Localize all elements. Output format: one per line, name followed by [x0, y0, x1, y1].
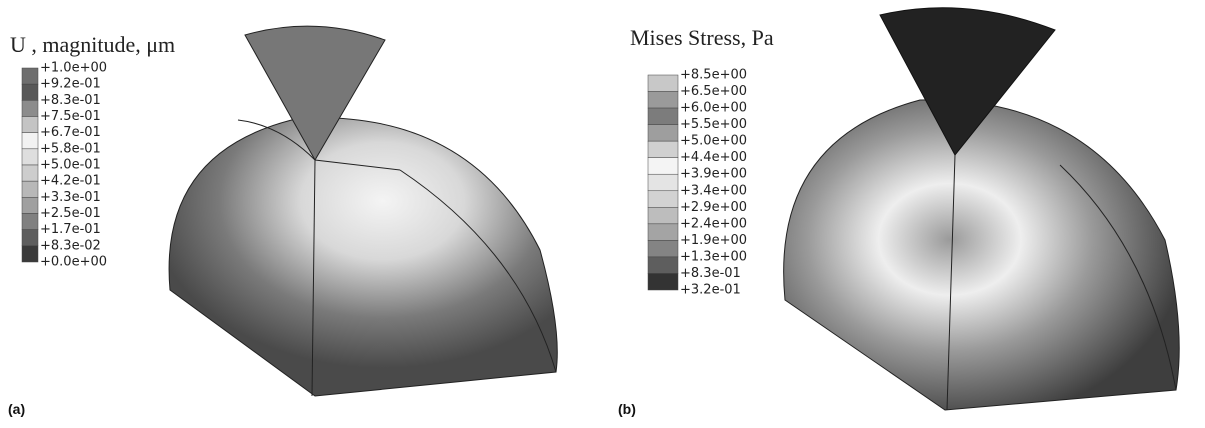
legend-label: +9.2e-01 [40, 77, 101, 92]
legend-swatch [22, 68, 38, 84]
legend-label: +2.5e-01 [40, 206, 101, 221]
model-b [784, 8, 1180, 410]
legend-swatch [648, 108, 678, 125]
figure: U , magnitude, μm(a)+1.0e+00+9.2e-01+8.3… [0, 0, 1205, 428]
legend-swatch [648, 273, 678, 290]
legend-label: +5.0e+00 [680, 134, 747, 149]
model-a [169, 26, 557, 396]
legend-swatch [648, 75, 678, 92]
legend-swatch [648, 125, 678, 142]
legend-label: +2.9e+00 [680, 200, 747, 215]
legend-title: Mises Stress, Pa [630, 25, 774, 50]
legend-swatch [22, 197, 38, 213]
legend-label: +6.0e+00 [680, 101, 747, 116]
legend-label: +7.5e-01 [40, 109, 101, 124]
legend-label: +5.5e+00 [680, 117, 747, 132]
legend-swatch [648, 92, 678, 109]
legend-swatch [648, 257, 678, 274]
legend-label: +5.8e-01 [40, 141, 101, 156]
legend-swatch [22, 214, 38, 230]
legend-swatch [22, 117, 38, 133]
legend-label: +1.7e-01 [40, 222, 101, 237]
legend-label: +1.3e+00 [680, 249, 747, 264]
legend-label: +3.4e+00 [680, 183, 747, 198]
legend-label: +4.2e-01 [40, 174, 101, 189]
panel-label: (b) [618, 401, 636, 417]
legend-label: +4.4e+00 [680, 150, 747, 165]
legend-swatch [648, 224, 678, 241]
legend-label: +8.3e-02 [40, 238, 101, 253]
legend-swatch [648, 141, 678, 158]
legend-swatch [22, 100, 38, 116]
legend-label: +0.0e+00 [40, 255, 107, 270]
legend-swatch [648, 158, 678, 175]
legend-label: +2.4e+00 [680, 216, 747, 231]
legend-label: +6.7e-01 [40, 125, 101, 140]
legend-swatch [22, 230, 38, 246]
legend-label: +8.3e-01 [40, 93, 101, 108]
legend-label: +1.9e+00 [680, 233, 747, 248]
legend-swatch [648, 207, 678, 224]
legend-swatch [22, 133, 38, 149]
legend-swatch [22, 165, 38, 181]
legend-swatch [648, 174, 678, 191]
legend-swatch [648, 191, 678, 208]
legend-label: +5.0e-01 [40, 158, 101, 173]
legend-label: +3.9e+00 [680, 167, 747, 182]
legend-swatch [22, 181, 38, 197]
legend-swatch [22, 149, 38, 165]
legend-title: U , magnitude, μm [10, 32, 175, 57]
legend-label: +8.5e+00 [680, 68, 747, 83]
legend-label: +6.5e+00 [680, 84, 747, 99]
legend-label: +3.3e-01 [40, 190, 101, 205]
legend-label: +3.2e-01 [680, 283, 741, 298]
panel-label: (a) [8, 401, 25, 417]
legend-swatch [648, 240, 678, 257]
legend-swatch [22, 246, 38, 262]
legend-label: +8.3e-01 [680, 266, 741, 281]
legend-label: +1.0e+00 [40, 61, 107, 76]
legend-swatch [22, 84, 38, 100]
